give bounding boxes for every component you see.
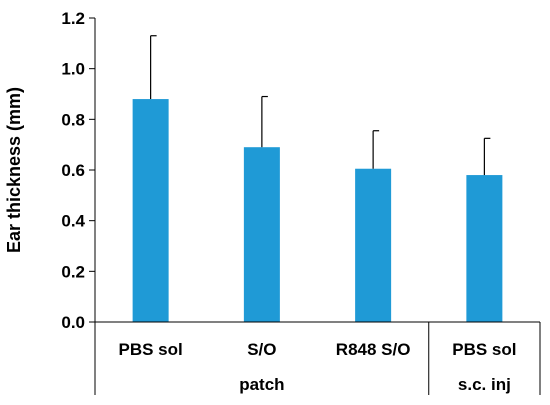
y-tick-label: 0.2 (61, 262, 85, 281)
x-tick-label: PBS sol (452, 340, 516, 359)
y-tick-label: 0.4 (61, 212, 85, 231)
y-axis-label: Ear thickness (mm) (4, 87, 24, 253)
y-tick-label: 0.6 (61, 161, 85, 180)
bar (243, 147, 280, 322)
y-tick-label: 0.8 (61, 110, 85, 129)
group-label: patch (239, 375, 284, 394)
y-tick-label: 1.2 (61, 9, 85, 28)
x-tick-label: PBS sol (119, 340, 183, 359)
group-label: s.c. inj (458, 375, 511, 394)
x-tick-label: R848 S/O (336, 340, 411, 359)
x-tick-label: S/O (247, 340, 276, 359)
bar (355, 168, 392, 322)
bars (132, 35, 503, 322)
y-axis: 0.0 0.2 0.4 0.6 0.8 1.0 1.2 (61, 9, 96, 332)
y-tick-label: 0.0 (61, 313, 85, 332)
y-tick-label: 1.0 (61, 60, 85, 79)
bar (466, 175, 503, 322)
bar (132, 99, 169, 322)
x-axis: PBS sol S/O R848 S/O PBS sol patch s.c. inj (94, 321, 541, 395)
